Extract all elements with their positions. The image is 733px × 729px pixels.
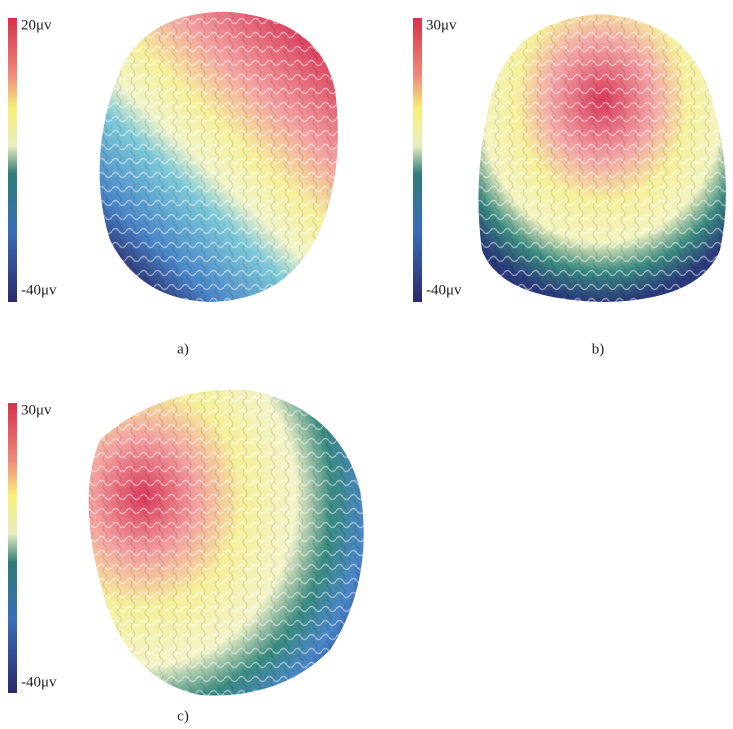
- colorbar: [8, 18, 17, 302]
- colorbar-min-label: -40μv: [21, 282, 57, 298]
- colorbar: [8, 403, 17, 693]
- colorbar: [413, 18, 422, 302]
- caption: a): [177, 341, 189, 357]
- brain-image: [100, 12, 338, 302]
- colorbar-max-label: 20μv: [21, 17, 52, 33]
- brain-image: [478, 14, 725, 302]
- figure: 20μv -40μv a) 30μv -40μv b) 30μv -40μv c…: [0, 0, 733, 729]
- colorbar-min-label: -40μv: [426, 282, 462, 298]
- colorbar-max-label: 30μv: [21, 402, 52, 418]
- colorbar-max-label: 30μv: [426, 17, 457, 33]
- caption: c): [177, 708, 189, 724]
- colorbar-min-label: -40μv: [21, 674, 57, 690]
- brain-image: [89, 390, 364, 696]
- caption: b): [592, 341, 605, 357]
